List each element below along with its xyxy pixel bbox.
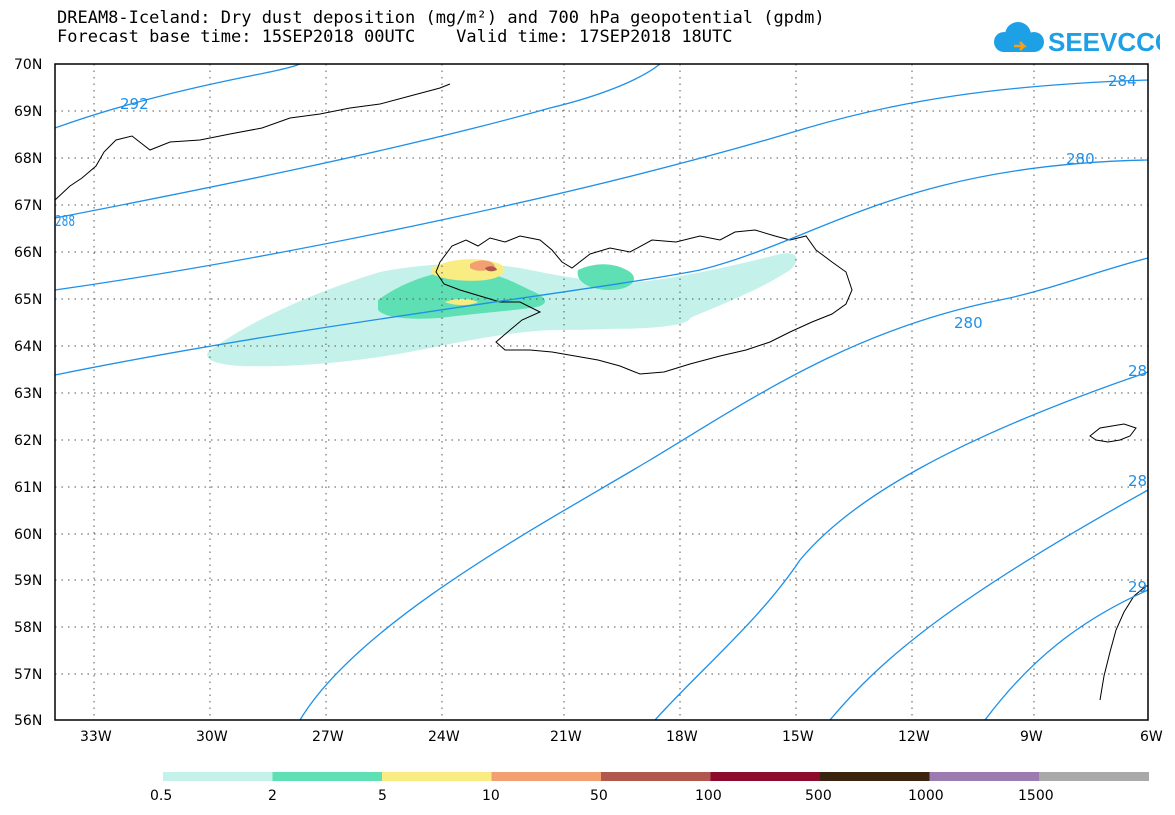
lat-label: 65N bbox=[14, 292, 42, 308]
legend-label: 50 bbox=[590, 788, 608, 804]
lon-label: 24W bbox=[428, 729, 460, 745]
lat-label: 60N bbox=[14, 527, 42, 543]
legend-swatch bbox=[491, 772, 602, 781]
lon-label: 9W bbox=[1020, 729, 1043, 745]
lon-label: 21W bbox=[550, 729, 582, 745]
faroe-coast bbox=[1089, 423, 1137, 443]
map-title: DREAM8-Iceland: Dry dust deposition (mg/… bbox=[57, 8, 825, 28]
lon-label: 6W bbox=[1140, 729, 1163, 745]
legend-swatch bbox=[929, 772, 1040, 781]
iceland-coast bbox=[435, 229, 853, 375]
longitude-labels: 33W 30W 27W 24W 21W 18W 15W 12W 9W 6W bbox=[80, 729, 1163, 745]
logo-text: SEEVCCC bbox=[1048, 27, 1160, 57]
lon-label: 18W bbox=[666, 729, 698, 745]
lat-label: 66N bbox=[14, 245, 42, 261]
contour-label: 280 bbox=[1066, 150, 1095, 168]
lat-label: 62N bbox=[14, 433, 42, 449]
contour-label: 288 bbox=[55, 212, 75, 230]
legend-label: 5 bbox=[378, 788, 387, 804]
legend-swatch bbox=[820, 772, 930, 781]
lon-label: 33W bbox=[80, 729, 112, 745]
lat-label: 59N bbox=[14, 573, 42, 589]
lat-label: 61N bbox=[14, 480, 42, 496]
coastlines bbox=[54, 83, 1148, 701]
cloud-icon bbox=[994, 22, 1044, 52]
lat-label: 56N bbox=[14, 713, 42, 729]
lat-label: 64N bbox=[14, 339, 42, 355]
lat-label: 68N bbox=[14, 151, 42, 167]
contour-label: 28 bbox=[1128, 472, 1147, 490]
lat-label: 69N bbox=[14, 104, 42, 120]
legend-swatch bbox=[710, 772, 821, 781]
latitude-labels: 70N 69N 68N 67N 66N 65N 64N 63N 62N 61N … bbox=[14, 57, 42, 729]
lon-label: 12W bbox=[898, 729, 930, 745]
legend-colorbar bbox=[163, 772, 1149, 781]
seevccc-logo: SEEVCCC bbox=[994, 22, 1160, 57]
lat-label: 70N bbox=[14, 57, 42, 73]
lat-label: 67N bbox=[14, 198, 42, 214]
lon-label: 27W bbox=[312, 729, 344, 745]
legend-label: 10 bbox=[482, 788, 500, 804]
legend-label: 0.5 bbox=[150, 788, 172, 804]
graticule bbox=[55, 64, 1148, 720]
legend-label: 2 bbox=[268, 788, 277, 804]
legend-label: 1000 bbox=[908, 788, 944, 804]
scotland-coast bbox=[1099, 585, 1148, 701]
legend-swatch bbox=[163, 772, 273, 781]
map-subtitle: Forecast base time: 15SEP2018 00UTC Vali… bbox=[57, 27, 733, 47]
lon-label: 30W bbox=[196, 729, 228, 745]
contour-label: 284 bbox=[1108, 72, 1137, 90]
contour-label: 292 bbox=[120, 95, 149, 113]
greenland-coast bbox=[54, 83, 451, 201]
legend-swatch bbox=[601, 772, 711, 781]
legend-labels: 0.5 2 5 10 50 100 500 1000 1500 bbox=[150, 788, 1054, 804]
lat-label: 63N bbox=[14, 386, 42, 402]
legend-swatch bbox=[272, 772, 383, 781]
contour-labels: 292 284 288 280 280 28 28 29 bbox=[55, 72, 1147, 596]
lat-label: 58N bbox=[14, 620, 42, 636]
legend-label: 1500 bbox=[1018, 788, 1054, 804]
map-frame bbox=[54, 63, 1149, 721]
contour-label: 28 bbox=[1128, 362, 1147, 380]
legend-label: 100 bbox=[695, 788, 722, 804]
lat-label: 57N bbox=[14, 667, 42, 683]
legend-swatch bbox=[1039, 772, 1149, 781]
contour-label: 280 bbox=[954, 314, 983, 332]
legend-label: 500 bbox=[805, 788, 832, 804]
contour-label: 29 bbox=[1128, 578, 1147, 596]
geopotential-contours bbox=[54, 63, 1149, 721]
lon-label: 15W bbox=[782, 729, 814, 745]
dust-shading bbox=[207, 253, 797, 367]
legend-swatch bbox=[382, 772, 492, 781]
